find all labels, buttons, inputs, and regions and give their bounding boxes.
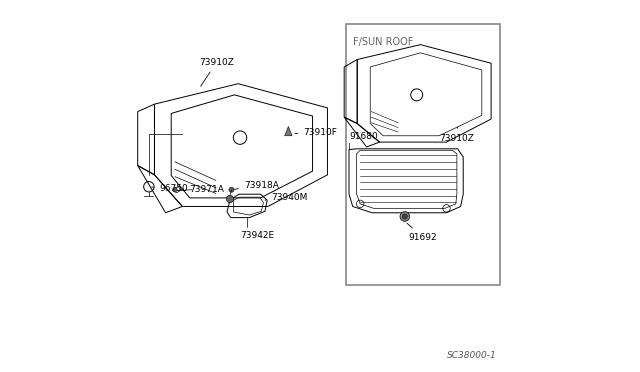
Text: F/SUN ROOF: F/SUN ROOF xyxy=(353,37,414,47)
Circle shape xyxy=(173,187,177,192)
Text: 73940M: 73940M xyxy=(265,193,308,202)
Text: 73910F: 73910F xyxy=(295,128,337,137)
Text: 73971A: 73971A xyxy=(181,185,224,194)
Circle shape xyxy=(229,187,234,192)
Circle shape xyxy=(402,214,408,219)
Circle shape xyxy=(400,212,410,221)
Text: 91680: 91680 xyxy=(349,132,378,141)
Text: 73918A: 73918A xyxy=(234,181,278,190)
Text: SC38000-1: SC38000-1 xyxy=(447,351,497,360)
Text: 73910Z: 73910Z xyxy=(199,58,234,86)
Bar xyxy=(346,24,500,285)
Text: 73910Z: 73910Z xyxy=(439,127,474,143)
Text: 96750: 96750 xyxy=(152,185,188,193)
Circle shape xyxy=(227,195,234,203)
Text: 73942E: 73942E xyxy=(240,231,274,240)
Text: 91692: 91692 xyxy=(407,223,437,241)
Polygon shape xyxy=(285,126,292,136)
